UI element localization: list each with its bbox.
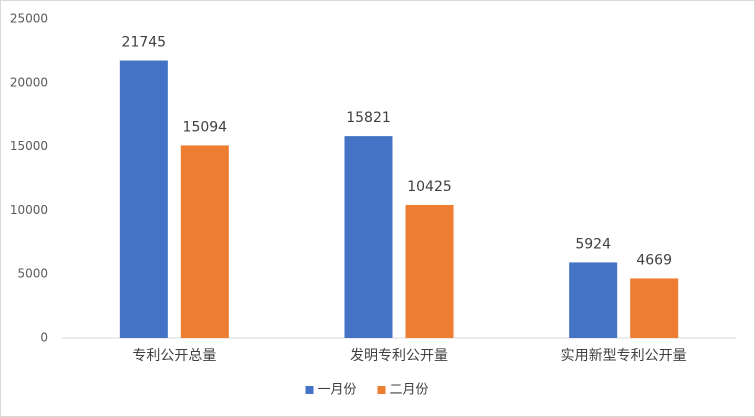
bar xyxy=(180,145,229,338)
value-label: 4669 xyxy=(636,252,672,268)
bar xyxy=(405,204,454,338)
legend-swatch xyxy=(377,386,386,394)
value-label: 5924 xyxy=(575,236,611,252)
y-tick-label: 0 xyxy=(40,331,48,345)
bar xyxy=(344,136,393,338)
value-label: 15094 xyxy=(183,119,228,135)
bar xyxy=(119,60,168,338)
x-tick-label: 发明专利公开量 xyxy=(350,348,448,364)
x-tick-label: 实用新型专利公开量 xyxy=(561,348,687,364)
value-label: 15821 xyxy=(346,110,391,126)
legend-swatch xyxy=(305,386,314,394)
y-tick-label: 25000 xyxy=(10,12,48,26)
value-label: 10425 xyxy=(407,179,452,195)
x-tick-label: 专利公开总量 xyxy=(132,348,216,364)
value-label: 21745 xyxy=(122,35,167,51)
legend-label: 二月份 xyxy=(390,383,429,398)
y-tick-label: 15000 xyxy=(10,139,48,153)
y-tick-label: 20000 xyxy=(10,75,48,89)
bar xyxy=(569,262,618,338)
legend-label: 一月份 xyxy=(318,383,357,398)
y-tick-label: 5000 xyxy=(17,267,48,281)
bar xyxy=(630,278,679,338)
y-tick-label: 10000 xyxy=(10,203,48,217)
